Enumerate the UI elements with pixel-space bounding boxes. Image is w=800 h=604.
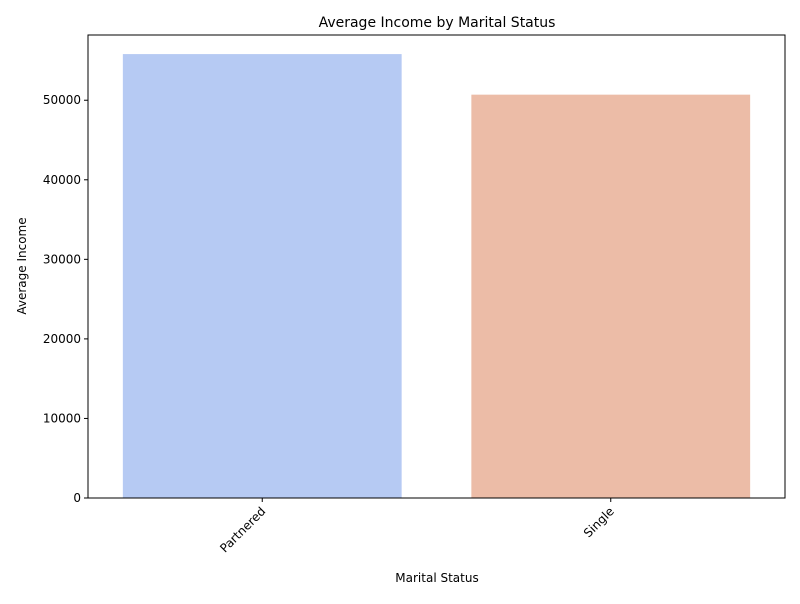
y-tick-label: 40000 bbox=[43, 173, 81, 187]
chart-title: Average Income by Marital Status bbox=[319, 15, 556, 31]
x-axis-label: Marital Status bbox=[395, 571, 478, 585]
y-tick-label: 10000 bbox=[43, 411, 81, 425]
x-tick-label: Single bbox=[581, 504, 617, 540]
y-axis: 0 10000 20000 30000 40000 50000 bbox=[43, 93, 88, 505]
bars-layer bbox=[122, 54, 751, 499]
plot-frame bbox=[87, 34, 786, 499]
bar-partnered bbox=[122, 54, 402, 499]
x-axis: Partnered Single bbox=[217, 498, 617, 555]
bar-single bbox=[471, 94, 751, 498]
x-tick-label: Partnered bbox=[217, 504, 268, 555]
y-tick-label: 50000 bbox=[43, 93, 81, 107]
y-axis-label: Average Income bbox=[15, 217, 29, 314]
y-tick-label: 20000 bbox=[43, 332, 81, 346]
y-tick-label: 30000 bbox=[43, 252, 81, 266]
y-tick-label: 0 bbox=[73, 491, 81, 505]
